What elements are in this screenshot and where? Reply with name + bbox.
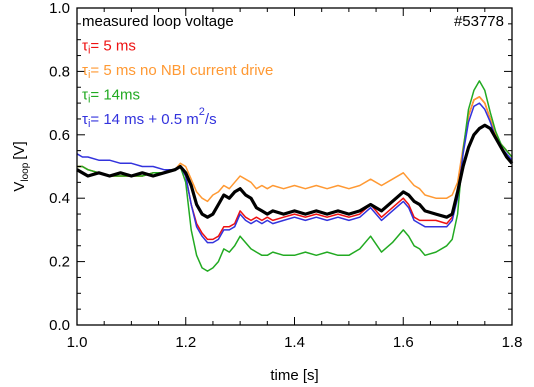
y-tick-label: 0.2	[49, 254, 70, 271]
y-axis-label-unit: [V]	[11, 141, 28, 159]
y-tick-label: 0.6	[49, 127, 70, 144]
legend-entry-4: τi= 14 ms + 0.5 m2/s	[82, 106, 217, 130]
x-tick-label: 1.0	[67, 334, 88, 351]
x-axis-label: time [s]	[270, 367, 318, 384]
y-tick-label: 1.0	[49, 0, 70, 17]
series-layer	[76, 80, 514, 272]
x-tick-label: 1.4	[284, 334, 305, 351]
legend-entry-part: i	[88, 69, 90, 81]
series-line-0	[76, 123, 514, 219]
legend-entry-1: τi= 5 ms	[82, 38, 136, 57]
y-tick-label: 0.0	[49, 317, 70, 334]
legend-entry-part: τ	[82, 111, 88, 128]
ticks-layer: 1.0 1.2 1.4 1.6 1.8 0.0 0.2 0.4 0.6 0.8 1.0	[49, 0, 522, 351]
x-tick-label: 1.8	[502, 334, 523, 351]
legend-entry-part: i	[88, 94, 90, 106]
legend-entry-part: i	[88, 118, 90, 130]
x-tick-label: 1.6	[393, 334, 414, 351]
legend-entry-0: measured loop voltage	[82, 13, 234, 30]
shot-number-annotation: #53778	[454, 13, 504, 30]
legend-entry-3: τi= 14ms	[82, 87, 140, 106]
legend-entry-part: i	[88, 45, 90, 57]
legend-entry-part: 2	[199, 106, 205, 118]
legend-entry-part: = 14ms	[90, 87, 140, 104]
legend-entry-part: τ	[82, 87, 88, 104]
x-tick-label: 1.2	[175, 334, 196, 351]
legend-entry-part: /s	[205, 111, 217, 128]
y-axis-label-main: V	[11, 182, 28, 192]
y-tick-label: 0.4	[49, 190, 70, 207]
legend-entry-part: = 5 ms no NBI current drive	[90, 62, 273, 79]
legend-entry-part: τ	[82, 62, 88, 79]
legend-entry-2: τi= 5 ms no NBI current drive	[82, 62, 273, 81]
legend-entry-part: = 5 ms	[90, 38, 135, 55]
y-axis-label: Vloop [V]	[11, 141, 31, 191]
y-axis-label-subscript: loop	[20, 162, 31, 181]
y-tick-label: 0.8	[49, 63, 70, 80]
legend-entry-part: τ	[82, 38, 88, 55]
legend-entry-part: = 14 ms + 0.5 m	[90, 111, 198, 128]
